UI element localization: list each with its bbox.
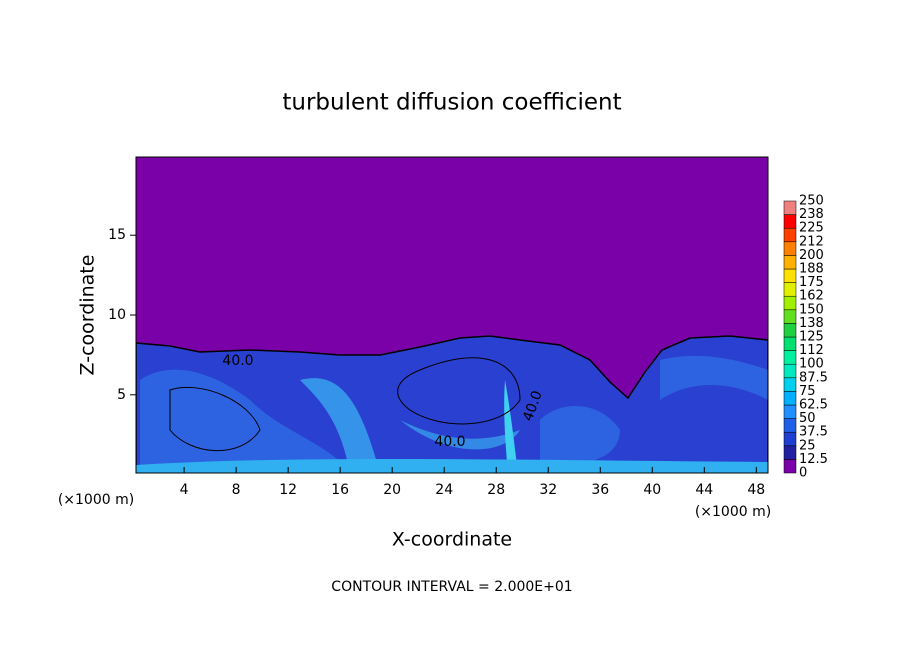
chart-title: turbulent diffusion coefficient (282, 90, 621, 116)
colorbar-cell (783, 336, 797, 351)
field (136, 335, 768, 473)
colorbar-cell (783, 295, 797, 311)
colorbar-label: 87.5 (799, 370, 828, 385)
colorbar-cell (783, 363, 797, 379)
contour-label: 40.0 (434, 434, 465, 450)
y-tick-label: 10 (108, 307, 126, 323)
colorbar-cell (783, 200, 797, 215)
x-tick-label: 24 (435, 482, 453, 498)
colorbar-label: 125 (799, 330, 824, 345)
x-tick-label: 28 (487, 482, 505, 498)
colorbar-label: 212 (799, 234, 824, 249)
colorbar-label: 62.5 (799, 398, 828, 413)
y-tick-label: 5 (117, 387, 126, 403)
x-unit: (×1000 m) (58, 492, 134, 508)
y-axis-label: Z-coordinate (77, 255, 99, 376)
colorbar-label: 188 (799, 262, 824, 277)
colorbar-cell (783, 241, 797, 256)
footer: CONTOUR INTERVAL = 2.000E+01 (331, 579, 572, 595)
colorbar-label: 225 (799, 221, 824, 236)
x-tick-label: 20 (383, 482, 401, 498)
x-axis-label: X-coordinate (392, 529, 512, 551)
colorbar-label: 250 (799, 194, 824, 209)
colorbar-cell (783, 404, 797, 419)
x-tick-label: 4 (180, 482, 189, 498)
colorbar-cell (783, 268, 797, 283)
colorbar-label: 37.5 (799, 425, 828, 440)
x-tick-label: 16 (331, 482, 349, 498)
colorbar-label: 150 (799, 302, 824, 317)
colorbar-cell (783, 227, 797, 243)
colorbar-label: 0 (799, 466, 807, 481)
x-tick-label: 48 (747, 482, 765, 498)
x-tick-label: 40 (643, 482, 661, 498)
colorbar-label: 50 (799, 411, 816, 426)
contour-label: 40.0 (222, 353, 253, 369)
colorbar-label: 12.5 (799, 452, 828, 467)
colorbar-cell (783, 309, 797, 324)
colorbar-cell (783, 282, 797, 297)
colorbar-cell (783, 391, 797, 406)
colorbar-cell (783, 445, 797, 460)
x-tick-label: 32 (539, 482, 557, 498)
colorbar-label: 138 (799, 316, 824, 331)
x-tick-label: 36 (591, 482, 609, 498)
colorbar-label: 100 (799, 357, 824, 372)
x-tick-label: 8 (232, 482, 241, 498)
x-unit: (×1000 m) (695, 504, 771, 520)
colorbar-cell (783, 459, 797, 474)
colorbar-label: 25 (799, 438, 816, 453)
colorbar-cell (783, 377, 797, 392)
colorbar-cell (783, 255, 797, 270)
x-tick-label: 12 (279, 482, 297, 498)
colorbar-label: 200 (799, 248, 824, 263)
colorbar-cell (783, 214, 797, 229)
colorbar-cell (783, 350, 797, 365)
colorbar-cell (783, 431, 797, 447)
colorbar-label: 162 (799, 289, 824, 304)
colorbar-label: 112 (799, 343, 824, 358)
colorbar-label: 238 (799, 207, 824, 222)
y-tick-label: 15 (108, 227, 126, 243)
colorbar-label: 75 (799, 384, 816, 399)
x-tick-label: 44 (695, 482, 713, 498)
colorbar-cell (783, 323, 797, 338)
colorbar-cell (783, 418, 797, 433)
colorbar-label: 175 (799, 275, 824, 290)
